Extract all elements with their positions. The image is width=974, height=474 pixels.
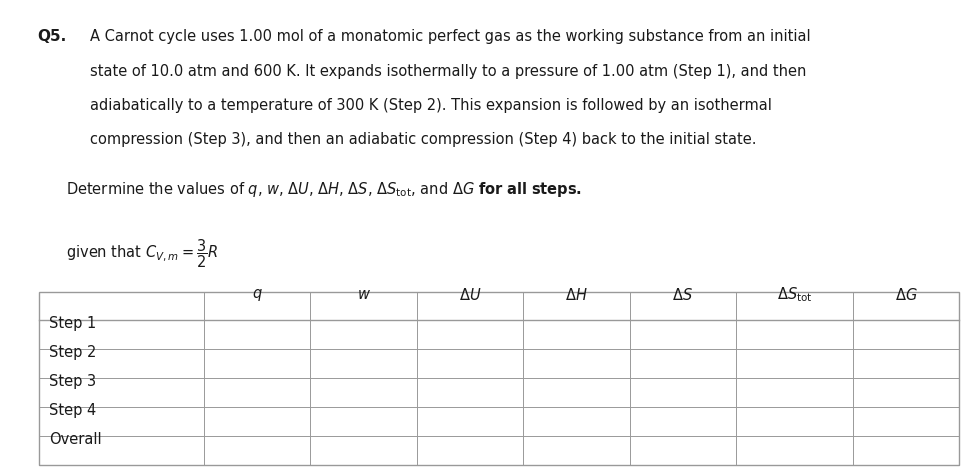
Text: Overall: Overall xyxy=(49,432,101,447)
Text: adiabatically to a temperature of 300 K (Step 2). This expansion is followed by : adiabatically to a temperature of 300 K … xyxy=(90,98,771,113)
Text: $\Delta S_{\mathrm{tot}}$: $\Delta S_{\mathrm{tot}}$ xyxy=(776,286,812,304)
Text: given that $C_{V,m} = \dfrac{3}{2}R$: given that $C_{V,m} = \dfrac{3}{2}R$ xyxy=(66,237,218,270)
Text: Step 3: Step 3 xyxy=(49,374,95,389)
Text: $\Delta U$: $\Delta U$ xyxy=(459,287,481,303)
Text: Q5.: Q5. xyxy=(37,29,66,45)
Text: A Carnot cycle uses 1.00 mol of a monatomic perfect gas as the working substance: A Carnot cycle uses 1.00 mol of a monato… xyxy=(90,29,810,45)
Text: $\Delta H$: $\Delta H$ xyxy=(565,287,587,303)
Text: $\Delta G$: $\Delta G$ xyxy=(895,287,918,303)
Text: Step 2: Step 2 xyxy=(49,345,96,360)
Bar xyxy=(39,292,959,465)
Text: Determine the values of $q$, $w$, $\Delta U$, $\Delta H$, $\Delta S$, $\Delta S_: Determine the values of $q$, $w$, $\Delt… xyxy=(66,180,582,199)
Text: Step 1: Step 1 xyxy=(49,316,96,331)
Text: Step 4: Step 4 xyxy=(49,403,96,418)
Text: $q$: $q$ xyxy=(251,287,262,303)
Text: compression (Step 3), and then an adiabatic compression (Step 4) back to the ini: compression (Step 3), and then an adiaba… xyxy=(90,132,756,147)
Text: state of 10.0 atm and 600 K. It expands isothermally to a pressure of 1.00 atm (: state of 10.0 atm and 600 K. It expands … xyxy=(90,64,805,79)
Text: $\Delta S$: $\Delta S$ xyxy=(672,287,693,303)
Text: $w$: $w$ xyxy=(356,287,370,302)
